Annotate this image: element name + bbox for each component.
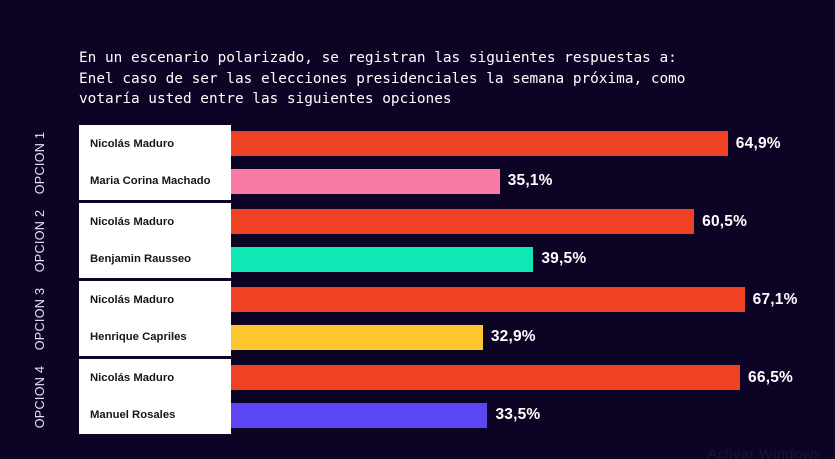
option-axis-label: OPCION 1 (32, 131, 47, 194)
bar-row: Benjamin Rausseo 39,5% (79, 241, 835, 279)
option-axis-label-wrap: OPCION 1 (0, 125, 79, 200)
bar-value-label: 66,5% (748, 368, 793, 386)
chart-title-line-2: Enel caso de ser las elecciones presiden… (79, 70, 686, 87)
option-axis-label: OPCION 4 (32, 365, 47, 428)
option-group: OPCION 2 Nicolás Maduro 60,5% Benjamin Raus… (0, 203, 835, 278)
option-group-body: Nicolás Maduro 66,5% Manuel Rosales 33,5% (79, 359, 835, 434)
bar-track: 39,5% (231, 241, 835, 279)
bar-value-label: 39,5% (541, 250, 587, 268)
bar (231, 209, 695, 235)
bar (231, 246, 534, 272)
candidate-name: Nicolás Maduro (90, 137, 175, 150)
bar-row: Nicolás Maduro 67,1% (79, 281, 835, 319)
bar (231, 365, 741, 391)
candidate-name: Nicolás Maduro (90, 371, 175, 384)
option-axis-label: OPCION 2 (32, 209, 47, 272)
option-group: OPCION 3 Nicolás Maduro 67,1% Henrique Capr… (0, 281, 835, 356)
candidate-name: Benjamin Rausseo (90, 253, 192, 266)
chart-title: En un escenario polarizado, se registran… (79, 48, 779, 110)
bar-value-label: 32,9% (490, 328, 536, 346)
bar-value-label: 35,1% (507, 172, 553, 190)
bar (231, 287, 745, 313)
bar-value-label: 33,5% (495, 406, 541, 424)
bar (231, 402, 488, 428)
chart-title-line-1: En un escenario polarizado, se registran… (79, 50, 677, 66)
bar-track: 35,1% (231, 163, 835, 201)
bar-track: 33,5% (231, 397, 835, 435)
option-group-body: Nicolás Maduro 60,5% Benjamin Rausseo 39,5% (79, 203, 835, 278)
bar-row: Nicolás Maduro 66,5% (79, 359, 835, 397)
bar-row: Manuel Rosales 33,5% (79, 397, 835, 435)
option-axis-label: OPCION 3 (32, 287, 47, 350)
candidate-name: Maria Corina Machado (90, 175, 211, 188)
bar-track: 66,5% (231, 359, 835, 397)
candidate-name: Henrique Capriles (90, 331, 187, 344)
bar-track: 60,5% (231, 203, 835, 241)
bar-row: Maria Corina Machado 35,1% (79, 163, 835, 201)
bar (231, 324, 483, 350)
option-group: OPCION 4 Nicolás Maduro 66,5% Manuel Rosale… (0, 359, 835, 434)
chart-title-line-3: votaría usted entre las siguientes opcio… (79, 91, 452, 107)
candidate-name: Nicolás Maduro (90, 293, 175, 306)
chart-plot-area: OPCION 1 Nicolás Maduro 64,9% Maria Corina … (0, 125, 835, 437)
bar-track: 64,9% (231, 125, 835, 163)
bar-value-label: 64,9% (735, 134, 781, 152)
option-axis-label-wrap: OPCION 4 (0, 359, 79, 434)
option-axis-label-wrap: OPCION 3 (0, 281, 79, 356)
bar-row: Henrique Capriles 32,9% (79, 319, 835, 357)
option-axis-label-wrap: OPCION 2 (0, 203, 79, 278)
bar-row: Nicolás Maduro 60,5% (79, 203, 835, 241)
bar (231, 168, 500, 194)
windows-activation-watermark: Activar Windows (707, 446, 821, 459)
option-group: OPCION 1 Nicolás Maduro 64,9% Maria Corina … (0, 125, 835, 200)
bar-value-label: 67,1% (752, 290, 798, 308)
bar-track: 67,1% (231, 281, 835, 319)
candidate-name: Nicolás Maduro (90, 215, 175, 228)
bar-track: 32,9% (231, 319, 835, 357)
option-group-body: Nicolás Maduro 67,1% Henrique Capriles 32,9… (79, 281, 835, 356)
option-group-body: Nicolás Maduro 64,9% Maria Corina Machado 3… (79, 125, 835, 200)
bar-value-label: 60,5% (702, 212, 748, 230)
bar (231, 131, 728, 157)
bar-row: Nicolás Maduro 64,9% (79, 125, 835, 163)
candidate-name: Manuel Rosales (90, 409, 176, 422)
